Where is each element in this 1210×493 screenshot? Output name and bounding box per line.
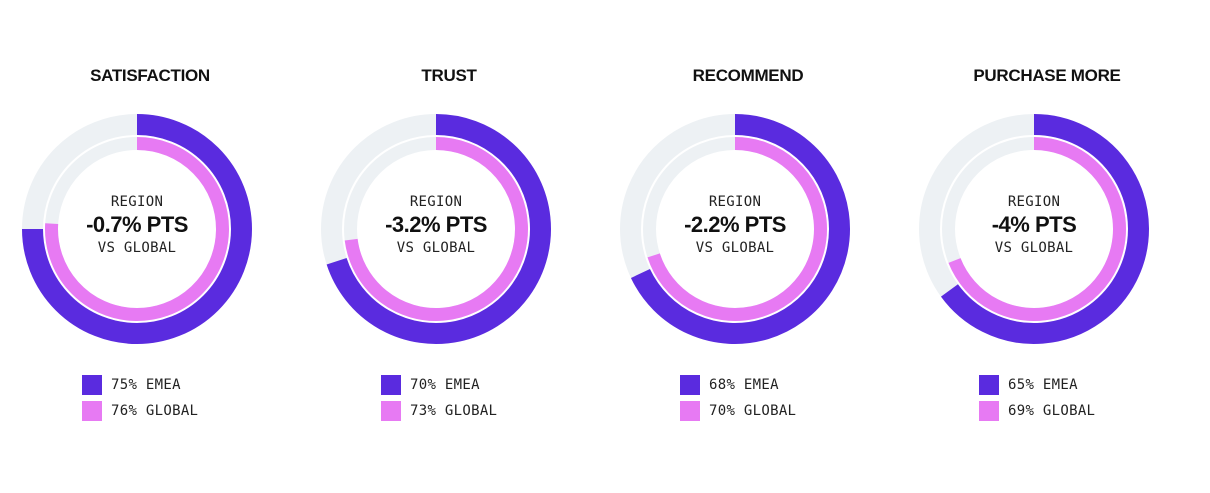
ring-arc-emea bbox=[22, 114, 252, 344]
donut-center: REGION -2.2% PTS VS GLOBAL bbox=[617, 193, 853, 257]
center-sub: VS GLOBAL bbox=[994, 240, 1074, 256]
donut-chart bbox=[22, 114, 252, 344]
chart-title: PURCHASE MORE bbox=[973, 66, 1121, 85]
center-value: -3.2% PTS bbox=[385, 212, 487, 237]
center-label: REGION bbox=[1007, 194, 1061, 210]
legend-swatch-emea bbox=[979, 375, 999, 395]
legend-swatch-emea bbox=[680, 375, 700, 395]
center-value: -4% PTS bbox=[991, 212, 1077, 237]
ring-arc-emea bbox=[630, 114, 850, 344]
center-sub: VS GLOBAL bbox=[695, 240, 775, 256]
legend-label: 70% EMEA bbox=[410, 377, 480, 393]
ring-arc-emea bbox=[940, 114, 1149, 344]
center-value: -2.2% PTS bbox=[684, 212, 786, 237]
legend-swatch-emea bbox=[381, 375, 401, 395]
chart-panel-satisfaction: SATISFACTION REGION -0.7% PTS VS GLOBAL … bbox=[0, 0, 300, 493]
center-sub: VS GLOBAL bbox=[396, 240, 476, 256]
legend-label: 73% GLOBAL bbox=[410, 403, 498, 419]
ring-arc-emea bbox=[326, 114, 551, 344]
legend: 75% EMEA 76% GLOBAL bbox=[82, 372, 198, 424]
legend-item-emea: 75% EMEA bbox=[82, 372, 198, 398]
legend-item-global: 73% GLOBAL bbox=[381, 398, 497, 424]
legend-item-global: 76% GLOBAL bbox=[82, 398, 198, 424]
chart-title: TRUST bbox=[421, 66, 477, 85]
ring-arc-global bbox=[948, 137, 1126, 321]
legend-swatch-global bbox=[680, 401, 700, 421]
legend-item-emea: 68% EMEA bbox=[680, 372, 796, 398]
legend-item-emea: 65% EMEA bbox=[979, 372, 1095, 398]
center-label: REGION bbox=[409, 194, 463, 210]
legend-label: 68% EMEA bbox=[709, 377, 779, 393]
legend: 68% EMEA 70% GLOBAL bbox=[680, 372, 796, 424]
legend-item-global: 69% GLOBAL bbox=[979, 398, 1095, 424]
chart-panel-recommend: RECOMMEND REGION -2.2% PTS VS GLOBAL 68%… bbox=[598, 0, 898, 493]
legend-label: 75% EMEA bbox=[111, 377, 181, 393]
donut-chart bbox=[919, 114, 1149, 344]
legend-swatch-global bbox=[979, 401, 999, 421]
center-value: -0.7% PTS bbox=[86, 212, 188, 237]
chart-panel-purchase-more: PURCHASE MORE REGION -4% PTS VS GLOBAL 6… bbox=[897, 0, 1197, 493]
legend-label: 70% GLOBAL bbox=[709, 403, 797, 419]
ring-arc-global bbox=[647, 137, 827, 321]
ring-arc-global bbox=[344, 137, 528, 321]
legend-label: 65% EMEA bbox=[1008, 377, 1078, 393]
chart-title: SATISFACTION bbox=[90, 66, 210, 85]
legend: 70% EMEA 73% GLOBAL bbox=[381, 372, 497, 424]
chart-title: RECOMMEND bbox=[692, 66, 804, 85]
donut-chart bbox=[620, 114, 850, 344]
center-label: REGION bbox=[110, 194, 164, 210]
legend-swatch-global bbox=[381, 401, 401, 421]
legend-label: 76% GLOBAL bbox=[111, 403, 199, 419]
donut-center: REGION -3.2% PTS VS GLOBAL bbox=[318, 193, 554, 257]
legend-swatch-global bbox=[82, 401, 102, 421]
legend-swatch-emea bbox=[82, 375, 102, 395]
center-sub: VS GLOBAL bbox=[97, 240, 177, 256]
legend-item-emea: 70% EMEA bbox=[381, 372, 497, 398]
donut-chart bbox=[321, 114, 551, 344]
donut-center: REGION -4% PTS VS GLOBAL bbox=[916, 193, 1152, 257]
donut-center: REGION -0.7% PTS VS GLOBAL bbox=[19, 193, 255, 257]
ring-arc-global bbox=[45, 137, 229, 321]
center-label: REGION bbox=[708, 194, 762, 210]
legend-label: 69% GLOBAL bbox=[1008, 403, 1096, 419]
legend-item-global: 70% GLOBAL bbox=[680, 398, 796, 424]
legend: 65% EMEA 69% GLOBAL bbox=[979, 372, 1095, 424]
chart-panel-trust: TRUST REGION -3.2% PTS VS GLOBAL 70% EME… bbox=[299, 0, 599, 493]
